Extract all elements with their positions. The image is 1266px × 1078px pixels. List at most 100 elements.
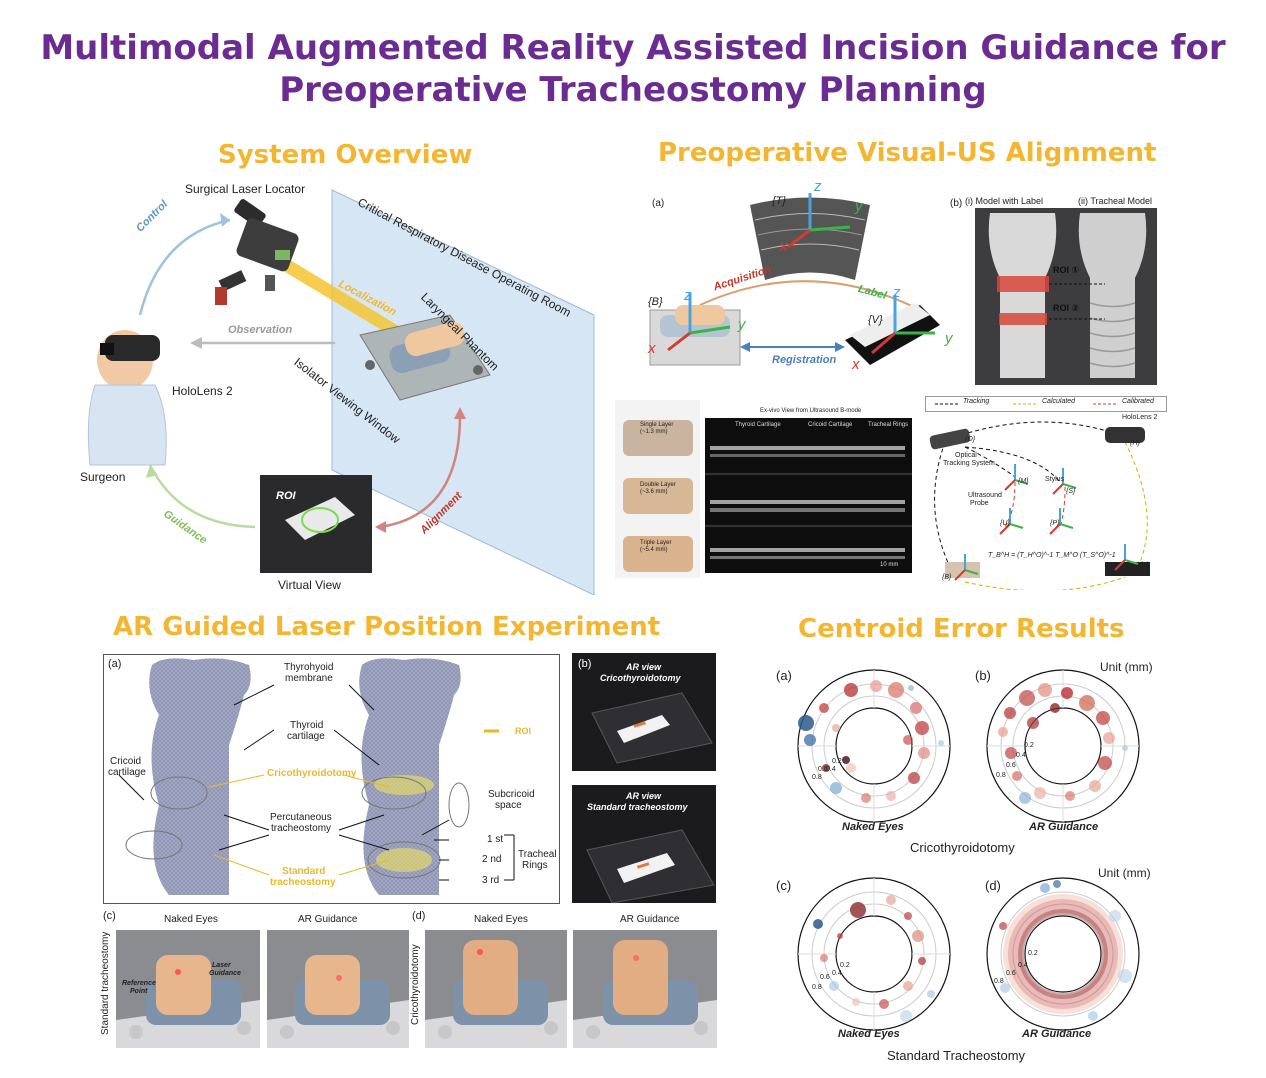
ar-view-crico-label: Cricothyroidotomy [600, 673, 681, 683]
hololens-label: HoloLens 2 [172, 384, 233, 398]
alignment-arrow [379, 414, 462, 529]
experiment-photo-d-naked [425, 930, 567, 1048]
polar-c-r2: 0.4 [832, 970, 842, 977]
group-standard-label: Standard Tracheostomy [887, 1048, 1026, 1063]
surgical-laser-locator-icon [215, 199, 299, 305]
alignment-b-label: (b) [950, 198, 963, 209]
thyroid-label: Thyroid [290, 720, 324, 731]
guidance-arrow [148, 464, 256, 529]
label-yv: y [945, 330, 953, 347]
probe-label: Probe [970, 500, 989, 507]
polar-d-r2: 0.4 [1018, 962, 1028, 969]
acquisition-arc [699, 280, 921, 311]
us-scale-label: 10 mm [880, 562, 899, 568]
frame-H: {H} [1130, 440, 1140, 447]
alignment-heading: Preoperative Visual-US Alignment [658, 138, 1157, 168]
triple-thick-label: (~5.4 mm) [640, 547, 668, 553]
group-crico-label: Cricothyroidotomy [910, 840, 1015, 855]
unit-bottom-label: Unit (mm) [1098, 866, 1151, 880]
surgical-laser-locator-label: Surgical Laser Locator [185, 182, 306, 196]
virtual-view-label: Virtual View [278, 578, 341, 592]
axis-yt [809, 225, 851, 232]
polar-a-r4: 0.8 [812, 774, 822, 781]
laryngeal-phantom-icon [359, 314, 491, 401]
hololens-tracking-label: HoloLens 2 [1122, 414, 1158, 421]
ultrasound-bmode-images [705, 418, 912, 573]
trachea-mesh-left [149, 658, 251, 895]
experiment-photo-c-naked [116, 930, 260, 1048]
centroid-heading: Centroid Error Results [798, 614, 1125, 644]
triple-layer-label: Triple Layer [640, 540, 672, 546]
ar-view-label-1: AR view [626, 662, 662, 672]
roi1-label: ROI ① [1053, 265, 1080, 275]
panel-a-frame [103, 654, 560, 904]
polar-b-r1: 0.2 [1024, 742, 1034, 749]
centroid-b-label: (b) [975, 668, 991, 683]
laser-b-label: (b) [578, 658, 592, 670]
optical-label: Optical [955, 452, 977, 459]
frame-U: {U} [1000, 520, 1010, 527]
frame-M: {M} [1018, 478, 1029, 485]
frame-S: {S} [1066, 488, 1076, 495]
membrane-label: membrane [285, 673, 333, 684]
standard-label: Standard [282, 866, 326, 877]
laser-a-label: (a) [108, 658, 122, 670]
system-overview-heading: System Overview [218, 140, 473, 170]
unit-top-label: Unit (mm) [1100, 660, 1153, 674]
polar-plot-a [797, 669, 951, 823]
roi-legend-label: ROI [515, 726, 532, 736]
centroid-c-label: (c) [776, 878, 792, 893]
ar-view-label-2: AR view [626, 791, 662, 801]
cricoid-label: Cricoid [110, 756, 142, 767]
hololens-headset [105, 335, 160, 361]
frame-T: {T} [772, 195, 787, 207]
control-arrow [138, 218, 231, 316]
tracking-legend [925, 396, 1167, 412]
laser-experiment-heading: AR Guided Laser Position Experiment [113, 612, 661, 642]
polar-plot-c [797, 877, 951, 1031]
laser-guidance-label-2: Guidance [209, 970, 241, 977]
phantom-layers-photos [615, 400, 700, 578]
polar-d-r1: 0.2 [1028, 950, 1038, 957]
label-xv: x [852, 356, 860, 373]
polar-a-r1: 0.2 [832, 758, 842, 765]
tracheal-rings-us-label: Tracheal Rings [868, 422, 909, 428]
percutaneous-label: Percutaneous [270, 812, 332, 823]
ar-guidance-top-label: AR Guidance [1029, 821, 1099, 833]
frame-P: {P} [1050, 520, 1060, 527]
ring-1st-label: 1 st [487, 834, 504, 845]
polar-a-r3: 0.6 [818, 766, 828, 773]
roi-label: ROI [276, 490, 296, 502]
polar-d-r3: 0.6 [1006, 970, 1016, 977]
poster-title-line1: Multimodal Augmented Reality Assisted In… [40, 28, 1226, 68]
polar-plot-b [986, 669, 1140, 823]
subcricoid-label: Subcricoid [488, 789, 535, 800]
tracheal-label: Tracheal [518, 849, 557, 860]
experiment-photo-d-ar [573, 930, 717, 1048]
laser-c-label: (c) [103, 910, 116, 922]
centroid-a-label: (a) [776, 668, 792, 683]
system-overview-diagram [87, 189, 595, 595]
legend-calibrated: Calibrated [1122, 398, 1154, 405]
thyroid-cartilage-label: cartilage [287, 731, 325, 742]
thyroid-cartilage-us-label: Thyroid Cartilage [735, 422, 781, 428]
ar-view-cricothyroidotomy-image [572, 653, 716, 771]
side-label-standard: Standard tracheostomy [100, 931, 111, 1035]
standard-tracheostomy-label: tracheostomy [270, 877, 336, 888]
polar-b-r2: 0.4 [1016, 752, 1026, 759]
label-zv: z [893, 284, 901, 301]
naked-eyes-top-label: Naked Eyes [842, 821, 904, 833]
transform-equation: T_B^H = (T_H^O)^-1 T_M^O (T_S^O)^-1 [988, 552, 1116, 559]
naked-eyes-bottom-label: Naked Eyes [838, 1028, 900, 1040]
double-layer-label: Double Layer [640, 482, 676, 488]
label-zb: z [684, 287, 692, 304]
alignment-panel-a [649, 193, 940, 366]
label-xb: x [648, 340, 656, 357]
naked-eyes-c-label: Naked Eyes [164, 914, 218, 925]
polar-d-r4: 0.8 [994, 978, 1004, 985]
polar-plot-d [986, 877, 1140, 1031]
roi2-label: ROI ② [1053, 303, 1080, 313]
experiment-photo-c-ar [267, 930, 409, 1048]
isolator-window-plane [331, 189, 595, 595]
double-thick-label: (~3.6 mm) [640, 489, 668, 495]
